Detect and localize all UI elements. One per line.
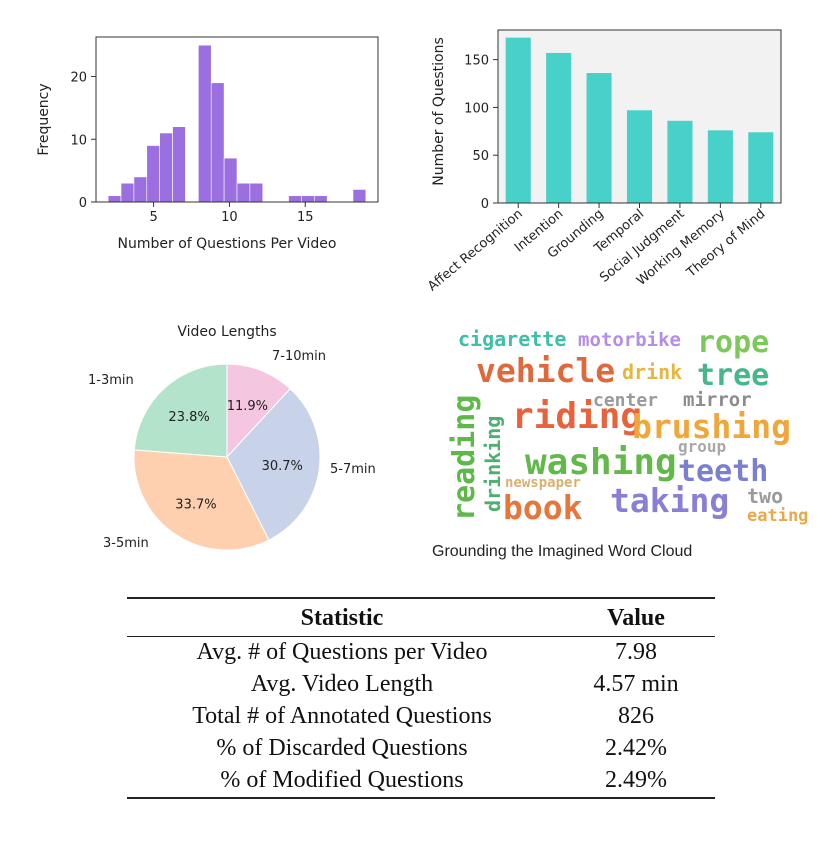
table-row: Avg. # of Questions per Video 7.98	[127, 637, 715, 670]
table-row: % of Modified Questions 2.49%	[127, 765, 715, 798]
word-cloud-word: drink	[622, 360, 682, 384]
word-cloud-caption: Grounding the Imagined Word Cloud	[432, 543, 802, 561]
word-cloud-word: cigarette	[458, 327, 566, 351]
statistic-cell: Avg. # of Questions per Video	[127, 637, 557, 670]
value-cell: 4.57 min	[557, 669, 715, 701]
table-header-row: Statistic Value	[127, 598, 715, 637]
word-cloud-word: vehicle	[476, 351, 615, 390]
word-cloud-word: reading	[447, 395, 482, 521]
value-cell: 7.98	[557, 637, 715, 670]
word-cloud-word: two	[747, 484, 783, 508]
value-cell: 826	[557, 701, 715, 733]
word-cloud-word: eating	[747, 506, 808, 526]
word-cloud-word: riding	[512, 396, 642, 437]
table-row: Avg. Video Length 4.57 min	[127, 669, 715, 701]
value-cell: 2.49%	[557, 765, 715, 798]
word-cloud-word: taking	[610, 481, 729, 520]
table-row: % of Discarded Questions 2.42%	[127, 733, 715, 765]
statistic-column-header: Statistic	[127, 598, 557, 637]
word-cloud-word: tree	[697, 358, 769, 393]
value-column-header: Value	[557, 598, 715, 637]
value-cell: 2.42%	[557, 733, 715, 765]
statistic-cell: Total # of Annotated Questions	[127, 701, 557, 733]
statistics-table: Statistic Value Avg. # of Questions per …	[127, 597, 715, 799]
word-cloud-word: rope	[697, 325, 769, 360]
word-cloud-word: book	[503, 488, 583, 527]
statistic-cell: Avg. Video Length	[127, 669, 557, 701]
statistic-cell: % of Modified Questions	[127, 765, 557, 798]
word-cloud-word: motorbike	[578, 329, 681, 351]
word-cloud: cigarette motorbike rope vehicle drink tree re…	[0, 0, 831, 540]
table-row: Total # of Annotated Questions 826	[127, 701, 715, 733]
word-cloud-word: drinking	[481, 416, 505, 512]
statistic-cell: % of Discarded Questions	[127, 733, 557, 765]
